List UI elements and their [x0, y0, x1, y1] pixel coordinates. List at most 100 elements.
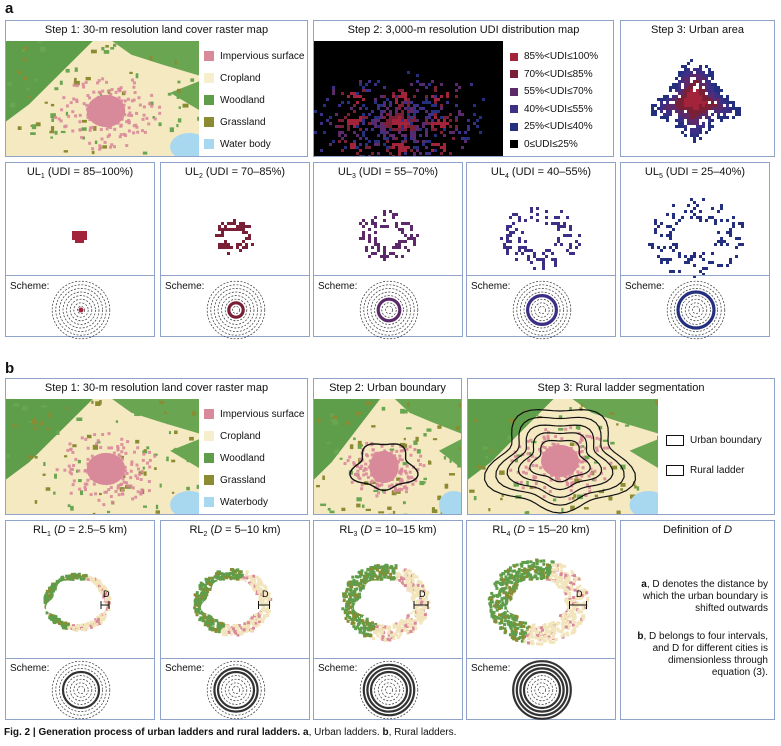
ul-range: (UDI = 40–55%) [508, 166, 592, 178]
ul-subscript: 1 [40, 173, 45, 181]
scheme-ring [676, 290, 716, 330]
legend-swatch [204, 139, 214, 149]
impervious-areas [509, 426, 613, 501]
scheme-ring [216, 670, 256, 710]
legend-item: Grassland [204, 111, 304, 133]
rl-open-paren: ( [50, 524, 58, 536]
urban-hole [506, 580, 568, 622]
scheme-ring [512, 660, 572, 720]
scheme-ring [217, 291, 255, 329]
scheme-ring [369, 670, 409, 710]
legend-item: Woodland [204, 447, 304, 469]
water-body [170, 133, 199, 156]
udi-legend-swatch [510, 105, 518, 114]
legend-swatch [204, 409, 214, 419]
scheme-ring [206, 660, 266, 720]
udi-legend-item: 55%<UDI≤70% [510, 83, 598, 101]
rl-range: = 15–20 km) [525, 524, 590, 536]
udi-legend-label: 0≤UDI≤25% [524, 138, 578, 150]
legend-swatch [204, 497, 214, 507]
b-step3-panel: Step 3: Rural ladder segmentation Urban … [467, 378, 775, 515]
rl-range: = 5–10 km) [222, 524, 281, 536]
scheme-ring [538, 306, 546, 314]
scheme-ring [381, 302, 397, 318]
ul-prefix: UL [184, 166, 199, 178]
rural-ladder-swatch [666, 464, 684, 476]
legend-label: Woodland [220, 94, 265, 106]
rl-d-var: D [517, 524, 526, 536]
d-marker-label: D [419, 589, 426, 599]
scheme-ring [523, 291, 561, 329]
rl-prefix: RL [189, 524, 204, 536]
udi-legend-swatch [510, 52, 518, 61]
rl-panel: RL3 (D = 10–15 km) D Scheme: [313, 520, 463, 720]
legend-label: Woodland [220, 452, 265, 464]
rl-title: RL4 (D = 15–20 km) [467, 524, 615, 538]
woodland-areas [314, 399, 461, 514]
ul-prefix: UL [644, 166, 659, 178]
scheme-label: Scheme: [318, 281, 358, 292]
rl-title: RL3 (D = 10–15 km) [314, 524, 462, 538]
legend-label: Cropland [220, 430, 261, 442]
legend-label: Grassland [220, 116, 266, 128]
ul-prefix: UL [490, 166, 505, 178]
definition-a: a, D denotes the distance by which the u… [627, 579, 768, 615]
scheme-ring [66, 295, 96, 325]
caption-b-text: , Rural ladders. [388, 727, 457, 738]
legend-swatch [204, 73, 214, 83]
rl-map: D [193, 568, 273, 637]
udi-legend-item: 85%<UDI≤100% [510, 48, 598, 66]
legend-item: Grassland [204, 469, 304, 491]
ul-range: (UDI = 55–70%) [355, 166, 439, 178]
b-step1-title: Step 1: 30-m resolution land cover raste… [44, 382, 269, 394]
divider [467, 275, 615, 276]
b-boundary-legend: Urban boundary Rural ladder [666, 425, 762, 485]
scheme-ring [214, 288, 258, 332]
rl-range: = 10–15 km) [372, 524, 437, 536]
scheme-ring [55, 664, 107, 716]
rl-prefix: RL [339, 524, 354, 536]
b-landcover-legend: Impervious surface Cropland Woodland Grassl… [204, 403, 304, 513]
legend-label: Cropland [220, 72, 261, 84]
scheme-ring [366, 667, 412, 713]
urban-boundary-line [349, 443, 419, 492]
scheme-core [78, 307, 84, 313]
scheme-ring [232, 306, 240, 314]
scheme-ring [359, 660, 419, 720]
urban-hole [200, 580, 262, 622]
scheme-ring [666, 280, 726, 340]
scheme-ring [55, 284, 107, 336]
legend-item: Impervious surface [204, 403, 304, 425]
rl-subscript: 1 [47, 531, 51, 539]
ul-panel: UL4 (UDI = 40–55%) Scheme: [466, 162, 616, 340]
b-step2-title: Step 2: Urban boundary [329, 382, 446, 394]
scheme-ring [692, 306, 700, 314]
ul-range: (UDI = 85–100%) [44, 166, 134, 178]
scheme-ring [688, 302, 704, 318]
definition-b-tag: b [637, 631, 644, 642]
rural-ring-landcover [193, 568, 273, 637]
scheme-ring [534, 302, 550, 318]
rl-d-var: D [364, 524, 373, 536]
scheme-ring [62, 291, 100, 329]
scheme-ring [210, 284, 262, 336]
rl-panel: RL2 (D = 5–10 km) D Scheme: [160, 520, 310, 720]
scheme-diagram [51, 660, 111, 720]
panel-b-label: b [5, 360, 15, 377]
scheme-ring [69, 678, 93, 702]
rural-ring-landcover [341, 563, 431, 642]
scheme-ring [374, 675, 404, 705]
scheme-ring [522, 670, 562, 710]
scheme-label: Scheme: [471, 281, 511, 292]
ul-subscript: 4 [504, 173, 509, 181]
scheme-label: Scheme: [10, 663, 50, 674]
scheme-ring [385, 686, 393, 694]
a-udi-legend: 85%<UDI≤100% 70%<UDI≤85% 55%<UDI≤70% 40%<UD… [510, 48, 598, 153]
impervious-areas [54, 77, 162, 151]
scheme-ring [73, 682, 89, 698]
udi-legend-label: 85%<UDI≤100% [524, 51, 599, 63]
scheme-diagram [206, 280, 266, 340]
scheme-ring [51, 660, 111, 720]
ul-title: UL2 (UDI = 70–85%) [161, 166, 309, 180]
b-step1-panel: Step 1: 30-m resolution land cover raste… [5, 378, 308, 515]
